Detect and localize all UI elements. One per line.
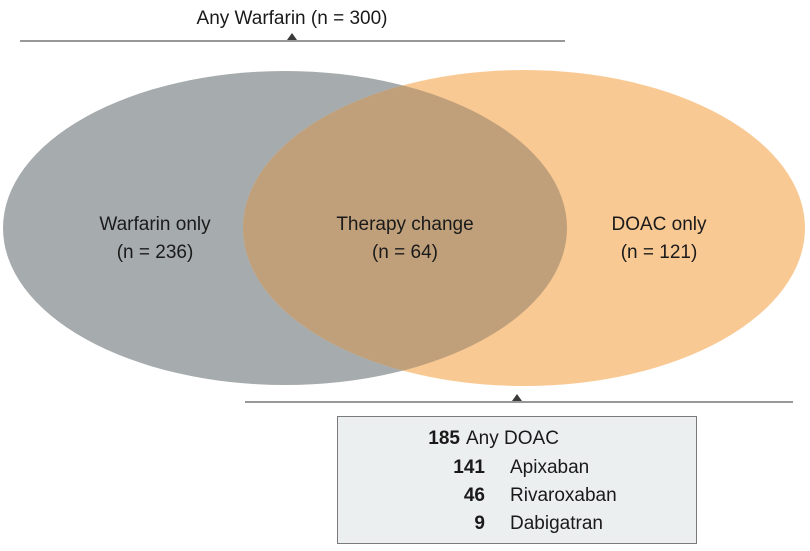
dabigatran-label: Dabigatran	[510, 513, 603, 534]
therapy-change-title: Therapy change	[336, 214, 473, 235]
any-doac-label: Any DOAC	[466, 428, 559, 449]
therapy-change-count: (n = 64)	[372, 242, 438, 263]
apixaban-value: 141	[453, 457, 485, 478]
dabigatran-value: 9	[474, 513, 485, 534]
doac-only-count: (n = 121)	[621, 242, 698, 263]
dabigatran-row: 9 Dabigatran	[338, 511, 698, 537]
apixaban-row: 141 Apixaban	[338, 455, 698, 481]
rivaroxaban-value: 46	[463, 485, 485, 506]
doac-bracket-marker	[512, 394, 522, 401]
rivaroxaban-row: 46 Rivaroxaban	[338, 483, 698, 509]
warfarin-bracket-marker	[287, 33, 297, 40]
any-doac-value: 185	[428, 428, 460, 449]
doac-breakdown-box: 185 Any DOAC 141 Apixaban 46 Rivaroxaban…	[337, 416, 697, 544]
apixaban-label: Apixaban	[510, 457, 590, 478]
any-warfarin-label: Any Warfarin (n = 300)	[197, 8, 388, 29]
any-doac-row: 185 Any DOAC	[338, 426, 698, 452]
overlap-region	[243, 71, 567, 385]
warfarin-only-title: Warfarin only	[99, 214, 211, 235]
warfarin-only-count: (n = 236)	[117, 242, 194, 263]
rivaroxaban-label: Rivaroxaban	[510, 485, 617, 506]
doac-only-title: DOAC only	[611, 214, 707, 235]
